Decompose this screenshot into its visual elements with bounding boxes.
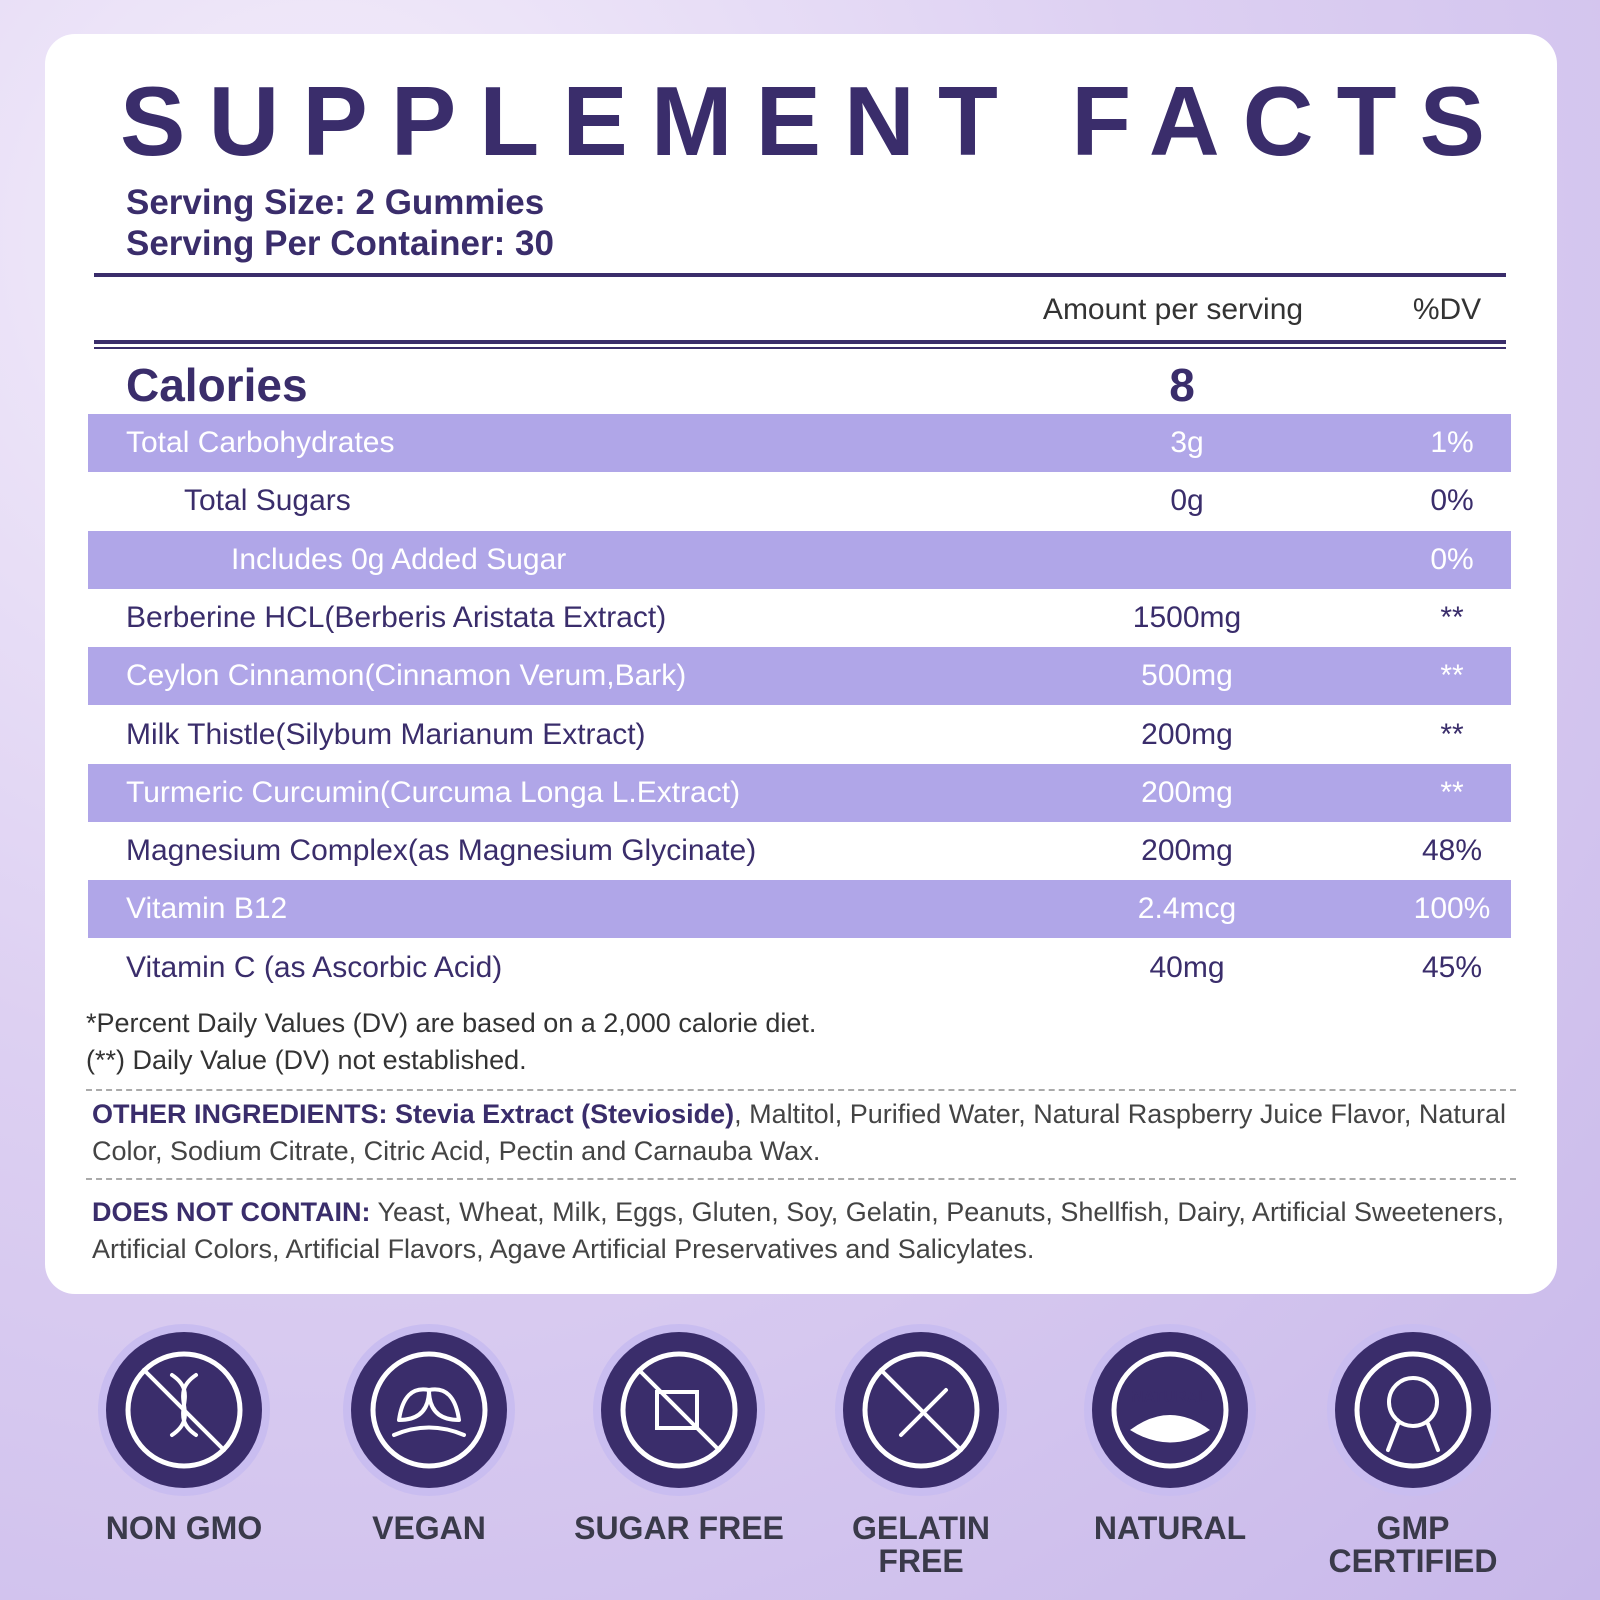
label: DOES NOT CONTAIN:	[92, 1197, 371, 1227]
badge-inner	[125, 1351, 243, 1469]
divider	[86, 1089, 1516, 1091]
badge-label: SUGAR FREE	[574, 1510, 784, 1546]
badge-icon	[343, 1324, 515, 1496]
nutrient-row: Magnesium Complex(as Magnesium Glycinate…	[88, 822, 1511, 880]
nutrient-dv: **	[1440, 775, 1464, 809]
badges-svg: NATURAL	[98, 1324, 1499, 1496]
nutrient-row: Vitamin B12 2.4mcg 100%	[88, 880, 1511, 939]
nutrient-dv: **	[1440, 717, 1464, 751]
does-not-contain: DOES NOT CONTAIN: Yeast, Wheat, Milk, Eg…	[92, 1194, 1522, 1268]
icon-text: NATURAL	[1132, 1389, 1208, 1406]
nutrient-row: Includes 0g Added Sugar 0%	[88, 530, 1511, 589]
badge-inner	[620, 1351, 738, 1469]
badge-icon	[1327, 1324, 1499, 1496]
nutrient-dv: **	[1440, 600, 1464, 634]
serving-size: Serving Size: 2 Gummies	[126, 183, 545, 222]
amount-header: Amount per serving	[1042, 293, 1304, 326]
badge-label: CERTIFIED	[1328, 1543, 1498, 1579]
leaf	[392, 1387, 466, 1437]
nutrient-name: Vitamin C (as Ascorbic Acid)	[126, 950, 503, 984]
nutrient-row: Ceylon Cinnamon(Cinnamon Verum,Bark) 500m…	[88, 647, 1511, 706]
badge-inner	[1354, 1351, 1472, 1469]
nutrient-dv: 100%	[1413, 892, 1491, 926]
label: OTHER INGREDIENTS:	[92, 1099, 388, 1129]
title: SUPPLEMENT FACTS	[120, 66, 1485, 176]
nutrient-row: Turmeric Curcumin(Curcuma Longa L.Extrac…	[88, 763, 1511, 822]
badge-label: FREE	[878, 1543, 964, 1579]
calories-label: Calories	[126, 359, 308, 411]
other-ingredients: OTHER INGREDIENTS: Stevia Extract (Stevi…	[92, 1096, 1522, 1170]
rule	[94, 347, 1506, 349]
nutrient-row: Total Carbohydrates 3g 1%	[88, 414, 1511, 472]
badge-label: NATURAL	[1093, 1510, 1247, 1546]
badge-label: GELATIN	[851, 1510, 991, 1546]
nutrient-name: Magnesium Complex(as Magnesium Glycinate…	[126, 834, 757, 868]
nutrient-row: Berberine HCL(Berberis Aristata Extract)…	[88, 589, 1511, 647]
ribbon	[1386, 1422, 1440, 1452]
nutrient-dv: 0%	[1430, 542, 1474, 576]
highlight: Stevia Extract (Stevioside)	[395, 1099, 735, 1129]
nutrient-name: Berberine HCL(Berberis Aristata Extract)	[126, 600, 667, 634]
rule	[94, 273, 1506, 277]
nutrient-name: Vitamin B12	[126, 892, 288, 926]
nutrient-name: Milk Thistle(Silybum Marianum Extract)	[126, 717, 646, 751]
nutrient-row: Milk Thistle(Silybum Marianum Extract) 20…	[88, 706, 1511, 764]
nutrient-name: Includes 0g Added Sugar	[231, 542, 567, 576]
nutrient-amount: 2.4mcg	[1137, 892, 1237, 926]
leaf	[1130, 1415, 1210, 1443]
calories-value: 8	[1169, 359, 1195, 411]
nutrient-amount: 200mg	[1141, 717, 1233, 751]
badge-icon: NATURAL	[1084, 1324, 1256, 1496]
nutrient-dv: 0%	[1430, 484, 1474, 518]
title-svg: SUPPLEMENT FACTS	[120, 66, 1485, 176]
dna	[170, 1373, 198, 1437]
badge-inner	[1111, 1351, 1229, 1469]
nutrient-dv: 45%	[1421, 950, 1483, 984]
footnote: (**) Daily Value (DV) not established.	[86, 1045, 527, 1075]
nutrient-amount: 1500mg	[1132, 600, 1242, 634]
servings-per-container: Serving Per Container: 30	[126, 224, 554, 263]
badge-inner	[370, 1351, 488, 1469]
divider	[86, 1178, 1516, 1180]
nutrient-row: Vitamin C (as Ascorbic Acid) 40mg 45%	[88, 939, 1511, 997]
slash	[637, 1368, 721, 1452]
slash	[142, 1368, 226, 1452]
nutrient-name: Total Carbohydrates	[126, 426, 395, 459]
nutrient-dv: 1%	[1430, 426, 1474, 459]
nutrient-amount: 200mg	[1141, 834, 1233, 868]
badge-inner	[862, 1351, 980, 1469]
badge-icon	[98, 1324, 270, 1496]
badge-icon	[593, 1324, 765, 1496]
nutrient-name: Total Sugars	[184, 484, 351, 518]
nutrient-name: Ceylon Cinnamon(Cinnamon Verum,Bark)	[126, 659, 687, 693]
badge-label: GMP	[1376, 1510, 1450, 1546]
text: , Maltitol, Purified Water, Natural Rasp…	[92, 1099, 1506, 1166]
nutrient-dv: **	[1440, 659, 1464, 693]
badge-label: NON GMO	[105, 1510, 263, 1546]
cube	[655, 1390, 699, 1430]
nutrient-amount: 40mg	[1149, 950, 1225, 984]
rule	[94, 340, 1506, 344]
dv-header: %DV	[1412, 293, 1482, 326]
badge-label: VEGAN	[372, 1510, 486, 1546]
text: Yeast, Wheat, Milk, Eggs, Gluten, Soy, G…	[92, 1197, 1505, 1264]
nutrient-name: Turmeric Curcumin(Curcuma Longa L.Extrac…	[126, 775, 741, 809]
nutrient-row: Total Sugars 0g 0%	[88, 472, 1511, 530]
nutrient-amount: 200mg	[1141, 775, 1233, 809]
nutrient-amount: 500mg	[1141, 659, 1233, 693]
nutrient-dv: 48%	[1421, 834, 1483, 868]
nutrient-amount: 3g	[1170, 426, 1204, 459]
footnote: *Percent Daily Values (DV) are based on …	[86, 1008, 817, 1038]
slash	[879, 1368, 963, 1452]
seal	[1387, 1376, 1439, 1428]
nutrient-amount: 0g	[1170, 484, 1204, 518]
badge-icon	[835, 1324, 1007, 1496]
